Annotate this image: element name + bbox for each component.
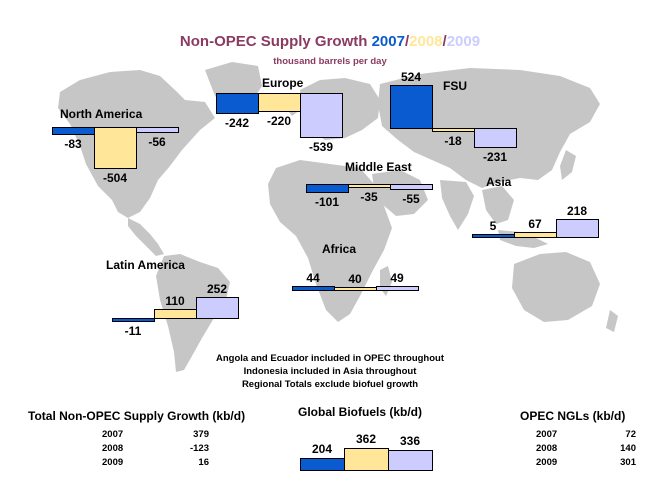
table-year: 2009: [536, 457, 558, 468]
data-label: 252: [206, 282, 228, 297]
bar: [154, 308, 197, 319]
bar: [52, 127, 95, 135]
opec-ngl-table: OPEC NGLs (kb/d) 2007 72 2008 140 2009 301: [520, 409, 650, 471]
biofuels-title: Global Biofuels (kb/d): [298, 405, 423, 419]
data-label: -242: [224, 115, 250, 130]
data-label: -11: [124, 324, 142, 338]
region-label: Latin America: [106, 258, 185, 272]
bar: [334, 286, 377, 291]
bar: [196, 297, 239, 319]
data-label: 110: [165, 293, 185, 308]
chart-title: Non-OPEC Supply Growth 2007/2008/2009: [0, 33, 660, 50]
table-year: 2008: [536, 443, 558, 454]
bar: [306, 184, 349, 194]
table-value: 72: [625, 429, 636, 440]
data-label: 44: [306, 271, 320, 286]
footnote: Angola and Ecuador included in OPEC thro…: [216, 353, 444, 364]
data-label: -83: [64, 136, 82, 151]
table-row: 2008 -123: [28, 443, 298, 457]
total-supply-table-title: Total Non-OPEC Supply Growth (kb/d): [28, 409, 246, 423]
table-row: 2008 140: [520, 443, 650, 457]
table-row: 2009 16: [28, 457, 298, 471]
data-label: -35: [360, 190, 378, 204]
bar: [216, 93, 259, 114]
table-row: 2007 379: [28, 429, 298, 443]
bar: [556, 219, 599, 238]
bar: [390, 85, 433, 129]
title-year-2007: 2007: [371, 33, 405, 50]
title-separator: /: [442, 33, 447, 50]
data-label: -18: [444, 134, 462, 148]
data-label: -231: [482, 149, 508, 164]
bar: [112, 318, 155, 322]
data-label: -220: [266, 114, 292, 129]
title-year-2008: 2008: [409, 33, 443, 50]
data-label: 67: [528, 216, 542, 231]
data-label: 218: [566, 204, 588, 219]
opec-ngl-table-title: OPEC NGLs (kb/d): [520, 409, 626, 423]
table-year: 2009: [102, 457, 124, 468]
data-label: -55: [402, 191, 420, 206]
bar: [376, 285, 419, 291]
table-value: -123: [189, 443, 209, 454]
biofuel-data-label: 336: [399, 433, 421, 448]
bar: [300, 93, 343, 139]
table-year: 2007: [102, 429, 124, 440]
region-label: Asia: [486, 175, 512, 189]
bar: [514, 231, 557, 238]
table-value: 301: [620, 457, 636, 468]
data-label: 49: [390, 270, 404, 285]
table-row: 2007 72: [520, 429, 650, 443]
bar: [94, 127, 137, 170]
table-row: 2009 301: [520, 457, 650, 471]
bar: [390, 184, 433, 190]
data-label: 524: [400, 70, 422, 85]
total-supply-table: Total Non-OPEC Supply Growth (kb/d) 2007…: [28, 409, 298, 471]
region-label: FSU: [443, 79, 467, 93]
table-value: 379: [193, 429, 209, 440]
data-label: -56: [148, 134, 166, 149]
data-label: -539: [308, 140, 334, 155]
data-label: -101: [314, 195, 340, 210]
bar: [474, 128, 517, 148]
biofuel-bar: [300, 457, 345, 471]
biofuel-bar: [388, 449, 433, 471]
footnote: Regional Totals exclude biofuel growth: [241, 379, 419, 390]
chart-subtitle: thousand barrels per day: [273, 56, 387, 67]
bar: [136, 127, 179, 133]
region-label: Europe: [262, 76, 304, 90]
region-label: Middle East: [345, 160, 412, 174]
bar: [258, 93, 301, 113]
bar: [348, 184, 391, 188]
bar: [432, 128, 475, 132]
biofuel-data-label: 204: [311, 441, 333, 456]
bar: [292, 286, 335, 291]
table-value: 140: [620, 443, 636, 454]
table-value: 16: [198, 457, 209, 468]
data-label: 40: [348, 271, 362, 286]
data-label: 5: [489, 219, 497, 233]
region-label: Africa: [322, 242, 357, 256]
table-year: 2007: [536, 429, 558, 440]
biofuel-data-label: 362: [355, 432, 377, 447]
data-label: -504: [102, 171, 128, 186]
title-separator: /: [404, 33, 410, 50]
title-year-2009: 2009: [446, 33, 481, 50]
footnote: Indonesia included in Asia throughout: [243, 366, 417, 377]
footnotes: Angola and Ecuador included in OPEC thro…: [180, 352, 480, 391]
bar: [472, 234, 515, 238]
biofuel-bar: [344, 448, 389, 471]
region-label: North America: [60, 107, 143, 121]
table-year: 2008: [102, 443, 124, 454]
title-prefix: Non-OPEC Supply Growth: [179, 33, 372, 50]
